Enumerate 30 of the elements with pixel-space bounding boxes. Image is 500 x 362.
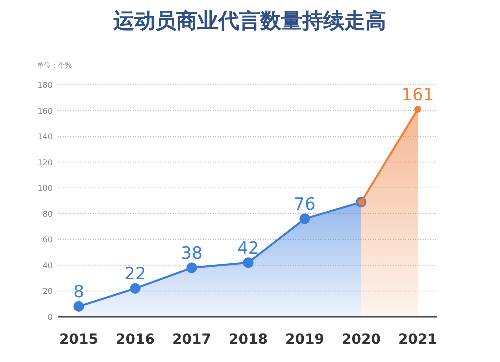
- y-tick-label: 0: [48, 313, 53, 322]
- y-tick-label: 120: [38, 158, 53, 168]
- x-tick-label: 2015: [60, 332, 98, 348]
- data-label: 76: [294, 195, 316, 216]
- x-tick-label: 2017: [172, 332, 212, 348]
- y-tick-label: 160: [38, 106, 53, 116]
- y-tick-label: 100: [38, 184, 53, 194]
- y-tick-label: 80: [42, 210, 53, 219]
- x-tick-label: 2019: [286, 332, 324, 348]
- y-tick-label: 140: [38, 132, 53, 142]
- point: [186, 262, 198, 274]
- data-label: 42: [238, 238, 260, 259]
- y-tick-label: 40: [42, 261, 53, 270]
- x-tick-label: 2018: [229, 332, 268, 348]
- y-tick-label: 180: [38, 81, 53, 90]
- point: [243, 258, 254, 268]
- x-tick-label: 2021: [398, 332, 438, 348]
- point: [300, 214, 310, 224]
- data-label: 38: [181, 244, 203, 264]
- y-tick-label: 20: [42, 287, 53, 296]
- data-label: 8: [74, 282, 84, 303]
- point: [74, 301, 84, 312]
- x-tick-label: 2020: [342, 332, 382, 348]
- point: [130, 283, 141, 294]
- x-tick-label: 2016: [116, 332, 155, 348]
- data-label: 161: [402, 85, 434, 106]
- data-label: 22: [124, 264, 146, 285]
- y-tick-label: 60: [42, 236, 53, 245]
- chart-title: 运动员商业代言数量持续走高: [112, 9, 386, 33]
- point: [414, 106, 422, 113]
